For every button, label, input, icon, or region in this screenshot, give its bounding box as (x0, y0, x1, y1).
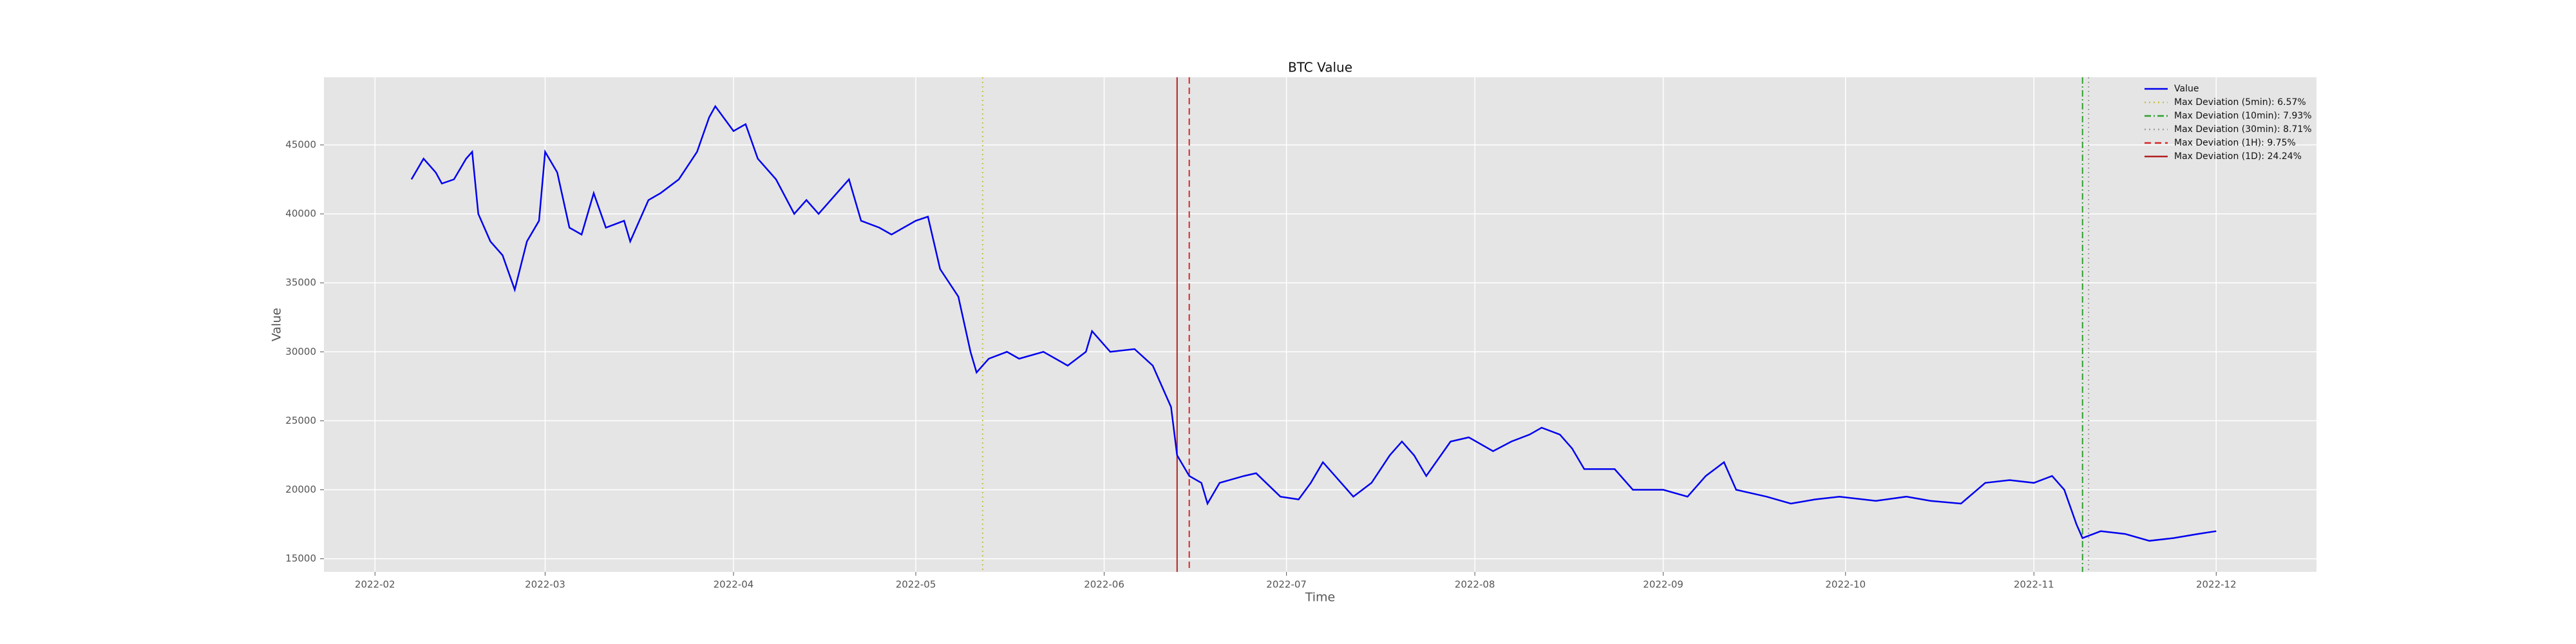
y-tick-label: 45000 (285, 138, 316, 150)
legend-label: Max Deviation (5min): 6.57% (2174, 97, 2306, 108)
y-axis-label: Value (270, 308, 284, 341)
x-tick-label: 2022-02 (355, 579, 395, 591)
x-tick-label: 2022-04 (714, 579, 754, 591)
x-tick-label: 2022-10 (1825, 579, 1866, 591)
y-tick-label: 30000 (285, 346, 316, 357)
y-tick-label: 20000 (285, 484, 316, 495)
y-tick-label: 35000 (285, 277, 316, 289)
x-axis-label: Time (1305, 591, 1336, 605)
plot-area (324, 77, 2316, 572)
legend-label: Max Deviation (30min): 8.71% (2174, 124, 2312, 135)
data-line (410, 104, 2217, 542)
x-tick-label: 2022-11 (2014, 579, 2054, 591)
chart-title: BTC Value (1288, 60, 1352, 75)
legend-label: Value (2174, 84, 2199, 94)
y-tick-label: 15000 (285, 553, 316, 564)
legend-label: Max Deviation (1H): 9.75% (2174, 138, 2296, 148)
legend-label: Max Deviation (10min): 7.93% (2174, 111, 2312, 121)
x-tick-label: 2022-03 (525, 579, 565, 591)
x-tick-label: 2022-12 (2196, 579, 2237, 591)
x-tick-label: 2022-08 (1455, 579, 1495, 591)
x-tick-label: 2022-05 (896, 579, 936, 591)
x-tick-label: 2022-06 (1084, 579, 1124, 591)
y-tick-label: 40000 (285, 208, 316, 220)
x-tick-label: 2022-09 (1643, 579, 1683, 591)
x-tick-label: 2022-07 (1266, 579, 1307, 591)
y-tick-label: 25000 (285, 415, 316, 426)
legend-label: Max Deviation (1D): 24.24% (2174, 151, 2302, 162)
